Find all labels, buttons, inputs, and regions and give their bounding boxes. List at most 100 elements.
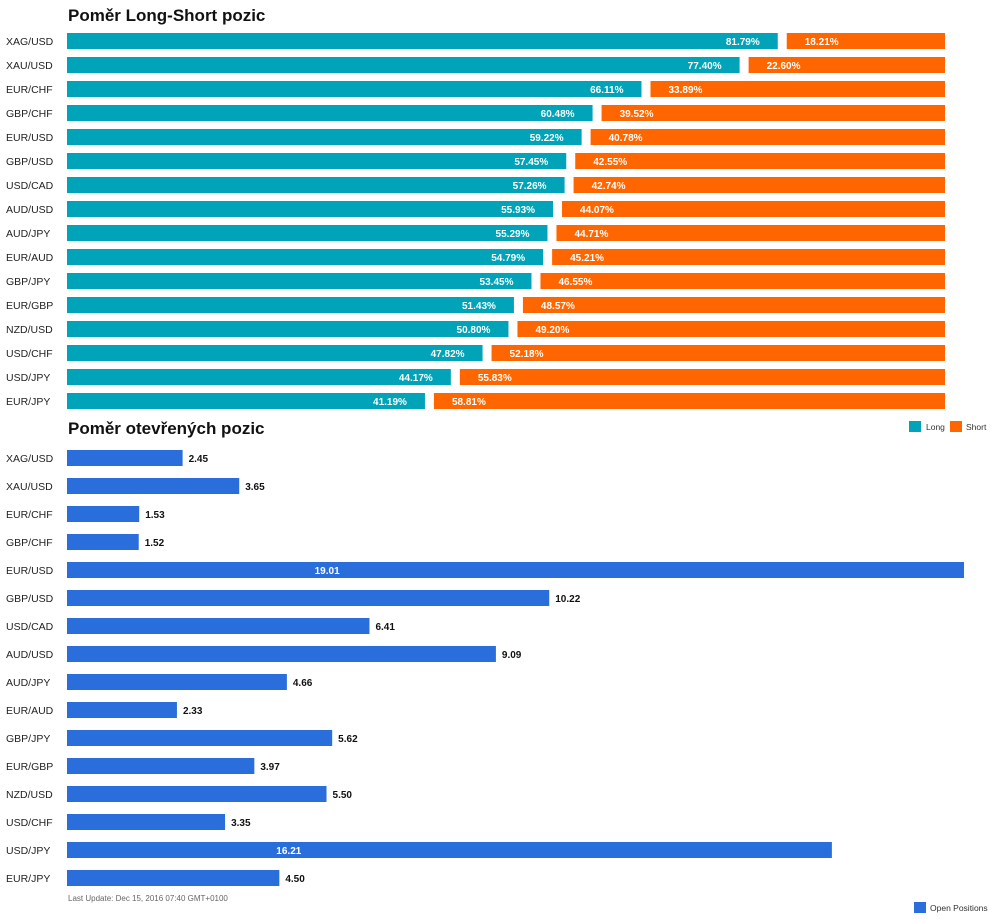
bar-open-eur-jpy — [67, 870, 280, 886]
bar-short-usd-chf — [491, 345, 945, 361]
category-label-eur-usd: EUR/USD — [6, 132, 54, 144]
bar-long-eur-jpy — [67, 393, 425, 409]
data-label-short-eur-jpy: 58.81% — [452, 397, 486, 408]
bar-short-eur-jpy — [433, 393, 945, 409]
bar-long-aud-usd — [67, 201, 554, 217]
data-label-long-xag-usd: 81.79% — [726, 37, 760, 48]
data-label-open-nzd-usd: 5.50 — [333, 790, 353, 801]
legend-swatch-short — [950, 421, 962, 432]
data-label-open-xau-usd: 3.65 — [245, 482, 265, 493]
bar-short-aud-usd — [562, 201, 945, 217]
bar-short-xag-usd — [786, 33, 945, 49]
last-update-text: Last Update: Dec 15, 2016 07:40 GMT+0100 — [68, 894, 228, 903]
bar-short-eur-aud — [552, 249, 945, 265]
bar-short-xau-usd — [748, 57, 945, 73]
open-category-label-usd-jpy: USD/JPY — [6, 845, 50, 857]
data-label-open-eur-jpy: 4.50 — [285, 874, 305, 885]
data-label-short-eur-gbp: 48.57% — [541, 301, 575, 312]
data-label-open-gbp-jpy: 5.62 — [338, 734, 358, 745]
bar-long-gbp-usd — [67, 153, 567, 169]
legend-label-long: Long — [926, 422, 945, 432]
bar-short-gbp-usd — [575, 153, 945, 169]
open-category-label-gbp-chf: GBP/CHF — [6, 537, 53, 549]
bar-short-aud-jpy — [556, 225, 945, 241]
category-label-aud-usd: AUD/USD — [6, 204, 54, 216]
category-label-gbp-jpy: GBP/JPY — [6, 276, 50, 288]
data-label-short-gbp-usd: 42.55% — [593, 157, 627, 168]
bar-short-eur-chf — [650, 81, 945, 97]
category-label-eur-chf: EUR/CHF — [6, 84, 53, 96]
data-label-short-usd-cad: 42.74% — [592, 181, 626, 192]
bar-long-aud-jpy — [67, 225, 548, 241]
bar-long-eur-chf — [67, 81, 642, 97]
data-label-long-usd-cad: 57.26% — [513, 181, 547, 192]
data-label-short-eur-chf: 33.89% — [668, 85, 702, 96]
data-label-short-usd-jpy: 55.83% — [478, 373, 512, 384]
bar-long-nzd-usd — [67, 321, 509, 337]
bar-short-eur-gbp — [522, 297, 945, 313]
bar-long-usd-jpy — [67, 369, 451, 385]
data-label-open-usd-jpy: 16.21 — [276, 846, 301, 857]
data-label-short-gbp-chf: 39.52% — [620, 109, 654, 120]
data-label-long-eur-usd: 59.22% — [530, 133, 564, 144]
category-label-eur-aud: EUR/AUD — [6, 252, 54, 264]
bar-long-eur-usd — [67, 129, 582, 145]
data-label-short-xag-usd: 18.21% — [805, 37, 839, 48]
bar-open-eur-chf — [67, 506, 140, 522]
bar-open-eur-usd — [67, 562, 964, 578]
legend-label-short: Short — [966, 422, 987, 432]
bar-open-eur-gbp — [67, 758, 255, 774]
data-label-long-eur-gbp: 51.43% — [462, 301, 496, 312]
data-label-short-xau-usd: 22.60% — [767, 61, 801, 72]
data-label-short-aud-usd: 44.07% — [580, 205, 614, 216]
bar-open-aud-jpy — [67, 674, 287, 690]
open-category-label-eur-gbp: EUR/GBP — [6, 761, 53, 773]
open-category-label-eur-aud: EUR/AUD — [6, 705, 54, 717]
data-label-open-usd-cad: 6.41 — [375, 622, 395, 633]
bar-short-usd-cad — [573, 177, 945, 193]
data-label-long-gbp-chf: 60.48% — [541, 109, 575, 120]
data-label-open-eur-aud: 2.33 — [183, 706, 203, 717]
category-label-usd-cad: USD/CAD — [6, 180, 54, 192]
bar-open-gbp-jpy — [67, 730, 333, 746]
bar-open-nzd-usd — [67, 786, 327, 802]
category-label-eur-gbp: EUR/GBP — [6, 300, 53, 312]
category-label-nzd-usd: NZD/USD — [6, 324, 53, 336]
open-category-label-eur-jpy: EUR/JPY — [6, 873, 50, 885]
category-label-usd-jpy: USD/JPY — [6, 372, 50, 384]
open-category-label-usd-cad: USD/CAD — [6, 621, 54, 633]
category-label-aud-jpy: AUD/JPY — [6, 228, 50, 240]
data-label-short-eur-usd: 40.78% — [609, 133, 643, 144]
bar-long-usd-cad — [67, 177, 565, 193]
open-category-label-xag-usd: XAG/USD — [6, 453, 54, 465]
bar-open-xag-usd — [67, 450, 183, 466]
bar-short-eur-usd — [590, 129, 945, 145]
legend-swatch-long — [909, 421, 921, 432]
chart-title-open-positions: Poměr otevřených pozic — [68, 419, 265, 438]
data-label-short-usd-chf: 52.18% — [510, 349, 544, 360]
data-label-open-eur-chf: 1.53 — [145, 510, 165, 521]
data-label-open-usd-chf: 3.35 — [231, 818, 251, 829]
bar-long-xag-usd — [67, 33, 778, 49]
data-label-long-usd-jpy: 44.17% — [399, 373, 433, 384]
bar-open-xau-usd — [67, 478, 240, 494]
data-label-long-gbp-jpy: 53.45% — [480, 277, 514, 288]
open-category-label-nzd-usd: NZD/USD — [6, 789, 53, 801]
open-category-label-usd-chf: USD/CHF — [6, 817, 53, 829]
bar-long-eur-aud — [67, 249, 544, 265]
open-category-label-gbp-jpy: GBP/JPY — [6, 733, 50, 745]
data-label-open-gbp-usd: 10.22 — [555, 594, 580, 605]
data-label-open-aud-jpy: 4.66 — [293, 678, 313, 689]
data-label-open-eur-gbp: 3.97 — [260, 762, 280, 773]
data-label-long-xau-usd: 77.40% — [688, 61, 722, 72]
category-label-eur-jpy: EUR/JPY — [6, 396, 50, 408]
data-label-open-xag-usd: 2.45 — [189, 454, 209, 465]
data-label-open-eur-usd: 19.01 — [315, 566, 340, 577]
data-label-short-aud-jpy: 44.71% — [574, 229, 608, 240]
category-label-xau-usd: XAU/USD — [6, 60, 53, 72]
data-label-long-aud-usd: 55.93% — [501, 205, 535, 216]
bar-open-gbp-chf — [67, 534, 139, 550]
category-label-gbp-chf: GBP/CHF — [6, 108, 53, 120]
bar-long-gbp-jpy — [67, 273, 532, 289]
